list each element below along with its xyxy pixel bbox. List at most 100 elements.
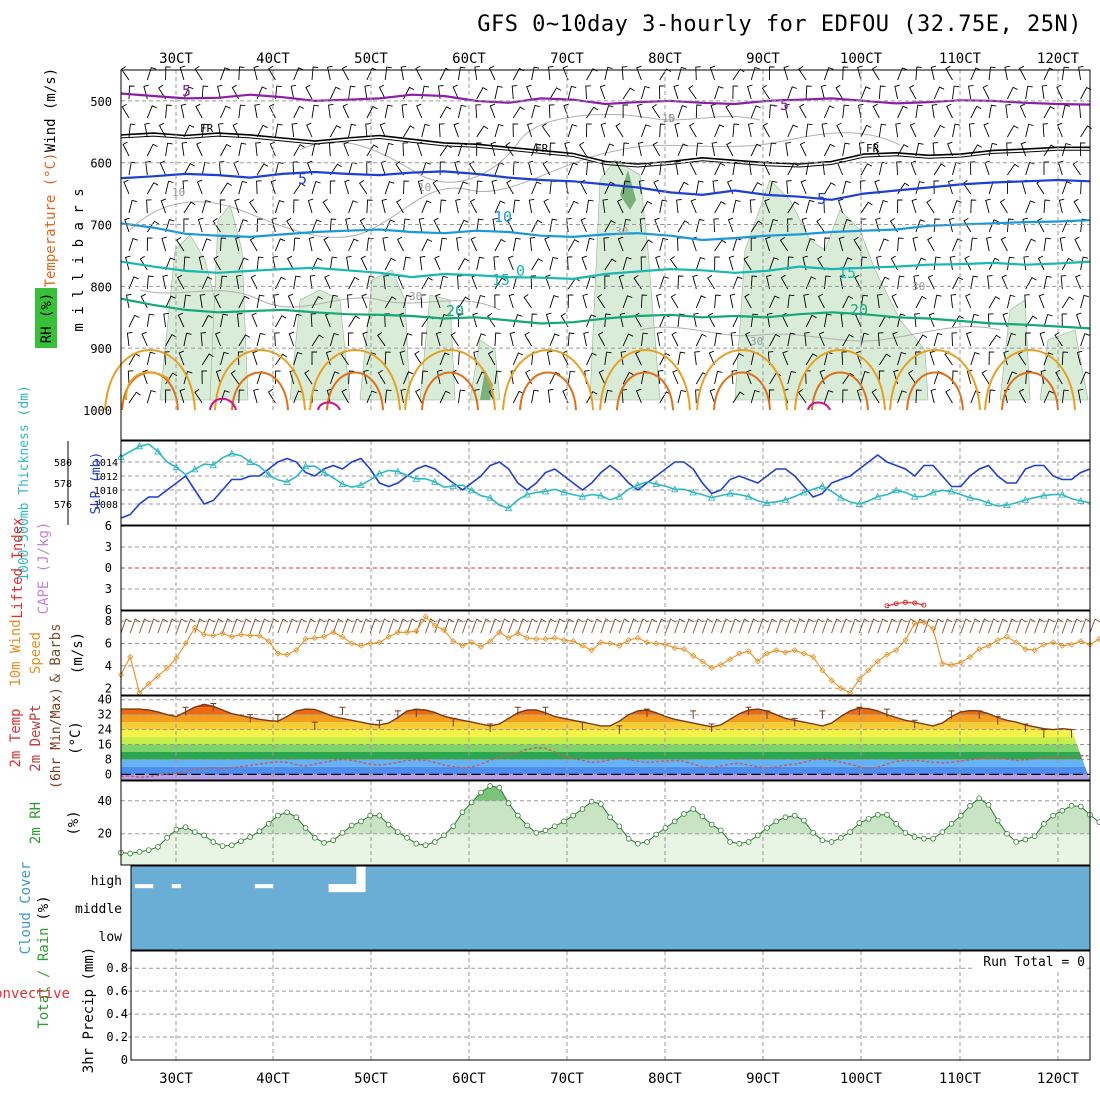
label-2m-rh: 2m RH	[28, 802, 44, 844]
wind-barb	[988, 219, 999, 233]
wind-barb	[421, 277, 433, 290]
wind-barb	[675, 160, 681, 176]
wind-barb	[526, 84, 533, 100]
wind-barb	[640, 256, 647, 271]
wind-barb	[695, 333, 707, 347]
wind10-marker	[477, 643, 484, 650]
minmax-marker	[487, 723, 494, 732]
rh2m-marker	[145, 847, 152, 853]
wind-barb	[183, 201, 196, 214]
wind-barb	[418, 217, 425, 233]
wind10-barb	[655, 618, 667, 634]
label-speed: Speed	[28, 632, 44, 674]
wind-barb	[635, 350, 642, 366]
dome-inner-4	[519, 371, 577, 411]
wind-barb	[842, 334, 854, 347]
wind-barb	[707, 312, 715, 328]
minmax-marker	[791, 717, 798, 727]
wind-barb	[183, 370, 193, 385]
dome-outer-3	[404, 349, 496, 411]
thickness-marker	[504, 504, 513, 512]
wind-barb	[787, 218, 793, 233]
wind-barb	[799, 141, 807, 157]
wind-barb	[677, 105, 688, 119]
rh2m-marker	[228, 842, 235, 849]
wind10-marker	[422, 613, 429, 620]
wind-barb	[201, 85, 209, 100]
temp-tick-2: 24	[98, 723, 112, 737]
wind-barb	[750, 275, 758, 290]
wind10-barb	[563, 618, 575, 634]
wind-barb	[343, 141, 350, 157]
wind-barb	[635, 388, 642, 404]
thickness-marker	[670, 485, 679, 493]
temp-bands	[121, 704, 1090, 780]
wind10-barb	[868, 618, 879, 634]
rh2m-marker	[1004, 830, 1010, 837]
wind10-marker	[514, 630, 521, 637]
temp-tick-3: 16	[98, 738, 112, 752]
wind-barb	[1006, 142, 1012, 157]
rh2m-marker	[321, 839, 327, 846]
wind-barb	[220, 351, 229, 366]
wind10-barb	[877, 618, 888, 634]
wind-barb	[291, 123, 298, 138]
thickness-marker	[1040, 491, 1048, 499]
wind-barb	[727, 217, 734, 233]
wind-barb	[310, 313, 317, 328]
slp-tick-2: 1010	[94, 486, 118, 497]
wind-barb	[549, 87, 562, 100]
wind-barb	[787, 201, 800, 214]
wind-barb	[272, 255, 278, 271]
wind10-barb	[286, 618, 298, 634]
wind-barb	[142, 369, 148, 385]
wind10-barb	[1043, 618, 1055, 634]
wind-barb	[234, 198, 240, 214]
wind-barb	[329, 163, 342, 176]
wind-barb	[311, 257, 323, 271]
contour-label-14: 15	[838, 264, 856, 282]
wind-barb	[823, 275, 831, 290]
wind-barb	[384, 66, 392, 81]
wind-barb	[146, 351, 156, 366]
wind-barb	[323, 236, 331, 252]
contour-label-15: 20	[850, 301, 868, 319]
wind-barb	[874, 179, 880, 195]
wind-barb	[435, 331, 442, 347]
slp-tick-1: 1012	[94, 472, 118, 483]
wind-barb	[377, 369, 386, 385]
wind-barb	[549, 256, 559, 271]
wind-barb	[695, 180, 704, 195]
wind-barb	[396, 198, 404, 214]
wind-barb	[602, 198, 608, 214]
wind-barb	[1043, 105, 1055, 119]
wind-barb	[567, 162, 578, 176]
rh2m-marker	[865, 816, 872, 822]
wind-barb	[177, 312, 185, 328]
wind-barb	[659, 276, 669, 290]
wind-barb	[878, 161, 888, 176]
wind-barb	[1043, 237, 1051, 252]
wind-barb	[549, 218, 558, 233]
wind-barb	[677, 181, 689, 195]
wind-barb	[530, 275, 537, 290]
wind10-barb	[988, 618, 999, 634]
wind-barb	[493, 256, 499, 271]
label-precip: 3hr Precip (mm)	[81, 947, 97, 1073]
rh2m-marker	[598, 801, 604, 807]
wind10-barb	[674, 618, 685, 634]
wind10-marker	[1050, 639, 1057, 646]
wind-barb	[677, 351, 686, 366]
wind-barb	[549, 180, 557, 195]
dome-inner-2	[326, 371, 384, 411]
wind10-marker	[828, 677, 835, 684]
wind-barb	[377, 332, 386, 347]
wind-barb	[842, 295, 854, 309]
dome-outer-5	[599, 349, 691, 411]
wind-barb	[470, 236, 478, 252]
wind-barb	[769, 333, 781, 347]
wind-barb	[842, 66, 849, 81]
wind-barb	[379, 122, 386, 138]
wind10-marker	[237, 631, 245, 638]
wind-barb	[1006, 256, 1015, 271]
